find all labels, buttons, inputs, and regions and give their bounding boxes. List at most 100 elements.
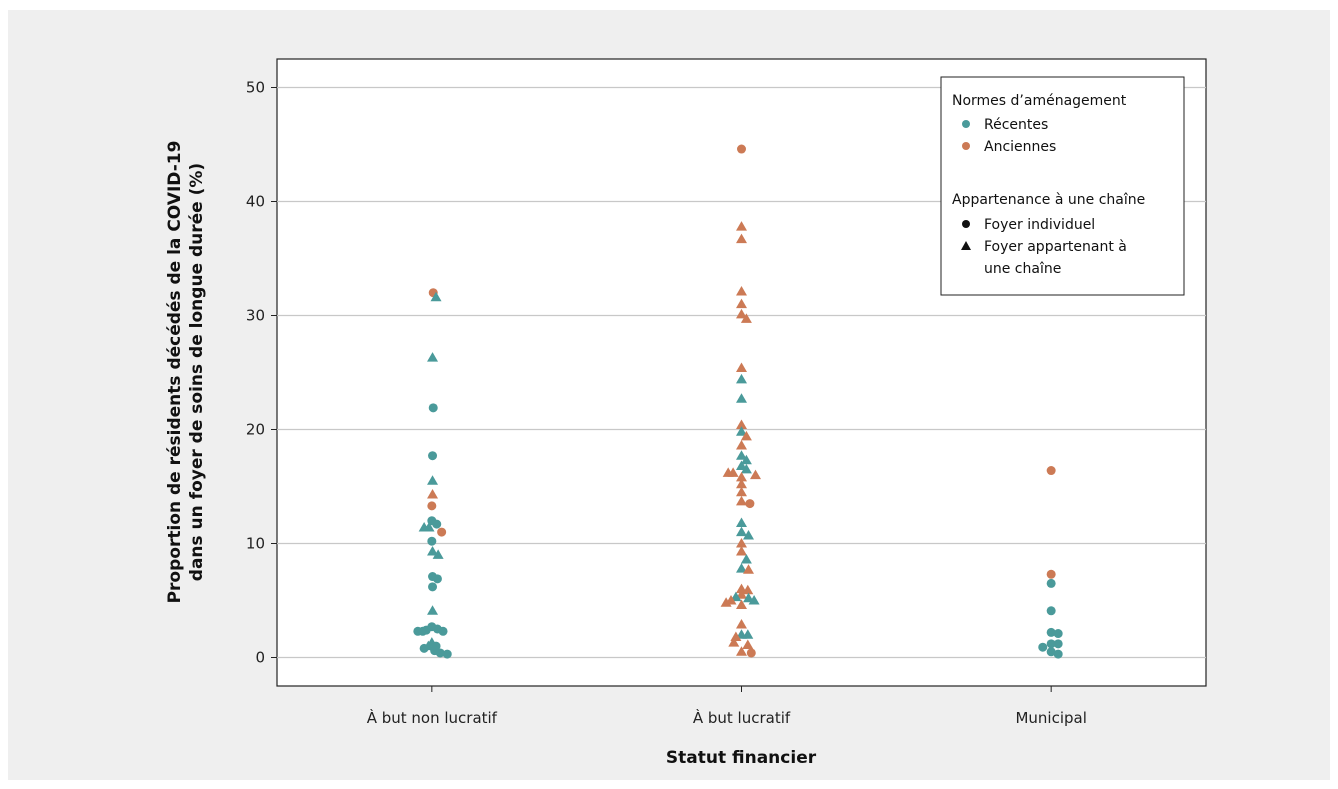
data-point-triangle: [430, 291, 442, 302]
y-axis-ticks: 0 10 20 30 40 50: [246, 79, 277, 667]
data-point-triangle: [736, 563, 747, 573]
data-point-triangle: [740, 463, 752, 474]
data-point-triangle: [736, 450, 747, 460]
x-axis-title: Statut financier: [666, 748, 817, 768]
data-point-triangle: [730, 591, 742, 602]
data-point-triangle: [748, 595, 760, 605]
data-point-triangle: [736, 419, 747, 429]
x-tick-label: À but non lucratif: [367, 708, 498, 727]
legend-marker-foyer-individuel: [962, 220, 970, 228]
data-point-triangle: [736, 589, 747, 599]
data-point-triangle: [740, 430, 752, 441]
x-tick-label: À but lucratif: [693, 708, 791, 727]
y-axis-title-line-2: dans un foyer de soins de longue durée (…: [187, 163, 207, 581]
data-points: [413, 144, 1063, 659]
data-point-triangle: [736, 298, 747, 309]
figure-frame: 0 10 20 30 40 50 À but non lucratif À but lucr…: [8, 10, 1330, 780]
data-point-triangle: [736, 286, 747, 296]
data-point-circle: [427, 536, 437, 546]
data-point-circle: [432, 519, 442, 529]
data-point-triangle: [427, 488, 439, 499]
data-point-circle: [1046, 627, 1056, 637]
data-point-circle: [428, 582, 438, 592]
data-point-circle: [1046, 578, 1056, 588]
data-point-triangle: [736, 486, 747, 497]
data-point-circle: [1046, 606, 1056, 616]
data-point-circle: [1053, 629, 1063, 639]
data-point-circle: [1046, 639, 1056, 649]
data-point-circle: [1046, 466, 1056, 476]
data-point-circle: [1046, 569, 1056, 579]
data-point-triangle: [736, 393, 747, 403]
data-point-triangle: [742, 629, 754, 639]
data-point-triangle: [736, 618, 747, 629]
legend-marker-foyer-chaine: [961, 241, 971, 250]
legend-color-title: Normes d’aménagement: [952, 93, 1127, 109]
legend-marker-recentes: [962, 120, 970, 128]
data-point-triangle: [750, 469, 761, 480]
data-point-triangle: [740, 454, 752, 465]
data-point-triangle: [742, 584, 754, 595]
legend-shape-title: Appartenance à une chaîne: [952, 192, 1145, 208]
data-point-triangle: [736, 439, 747, 450]
data-point-triangle: [740, 553, 752, 564]
data-point-circle: [428, 403, 438, 413]
legend-label-foyer-individuel: Foyer individuel: [984, 217, 1095, 233]
data-point-triangle: [427, 605, 439, 615]
data-point-circle: [432, 574, 442, 584]
data-point-triangle: [727, 467, 739, 477]
data-point-circle: [746, 648, 756, 658]
x-axis-ticks: À but non lucratif À but lucratif Municipa…: [367, 686, 1087, 727]
data-point-circle: [1038, 642, 1048, 652]
y-tick-label: 40: [246, 193, 265, 211]
data-point-triangle: [743, 530, 754, 540]
y-tick-label: 10: [246, 535, 265, 553]
y-tick-label: 50: [246, 79, 265, 97]
y-tick-label: 0: [255, 649, 265, 667]
legend-label-recentes: Récentes: [984, 117, 1048, 133]
y-tick-label: 20: [246, 421, 265, 439]
data-point-circle: [442, 649, 452, 659]
legend: Normes d’aménagement Récentes Anciennes …: [940, 76, 1185, 296]
x-tick-label: Municipal: [1015, 709, 1086, 727]
data-point-triangle: [736, 373, 747, 384]
y-axis-title-line-1: Proportion de résidents décédés de la CO…: [165, 141, 185, 604]
data-point-triangle: [736, 517, 747, 527]
data-point-triangle: [736, 426, 747, 436]
data-point-triangle: [736, 599, 747, 610]
data-point-triangle: [423, 522, 435, 532]
data-point-triangle: [736, 362, 747, 372]
data-point-triangle: [736, 233, 747, 244]
data-point-triangle: [736, 471, 747, 482]
data-point-triangle: [736, 308, 747, 319]
legend-box: [940, 76, 1185, 296]
data-point-circle: [428, 451, 438, 461]
data-point-circle: [737, 144, 746, 154]
data-point-circle: [437, 527, 447, 537]
data-point-triangle: [427, 475, 439, 485]
legend-label-foyer-chaine: Foyer appartenant à une chaîne: [984, 239, 1131, 277]
data-point-circle: [438, 626, 448, 636]
data-point-triangle: [736, 460, 747, 470]
legend-marker-anciennes: [962, 142, 970, 150]
data-point-triangle: [736, 526, 747, 537]
data-point-triangle: [736, 538, 747, 548]
data-point-triangle: [427, 352, 439, 362]
data-point-triangle: [743, 564, 754, 574]
data-point-circle: [1046, 647, 1056, 657]
data-point-circle: [418, 626, 428, 636]
data-point-triangle: [432, 549, 444, 559]
data-point-triangle: [743, 592, 754, 603]
data-point-triangle: [736, 495, 747, 506]
y-tick-label: 30: [246, 307, 265, 325]
data-point-triangle: [736, 646, 747, 656]
data-point-circle: [419, 643, 429, 653]
data-point-triangle: [720, 597, 732, 607]
scatter-chart: 0 10 20 30 40 50 À but non lucratif À but lucr…: [165, 58, 1207, 768]
legend-label-anciennes: Anciennes: [984, 139, 1056, 155]
data-point-triangle: [427, 545, 439, 556]
data-point-circle: [745, 499, 755, 509]
data-point-triangle: [728, 637, 740, 647]
data-point-triangle: [742, 639, 754, 649]
data-point-triangle: [736, 583, 747, 594]
